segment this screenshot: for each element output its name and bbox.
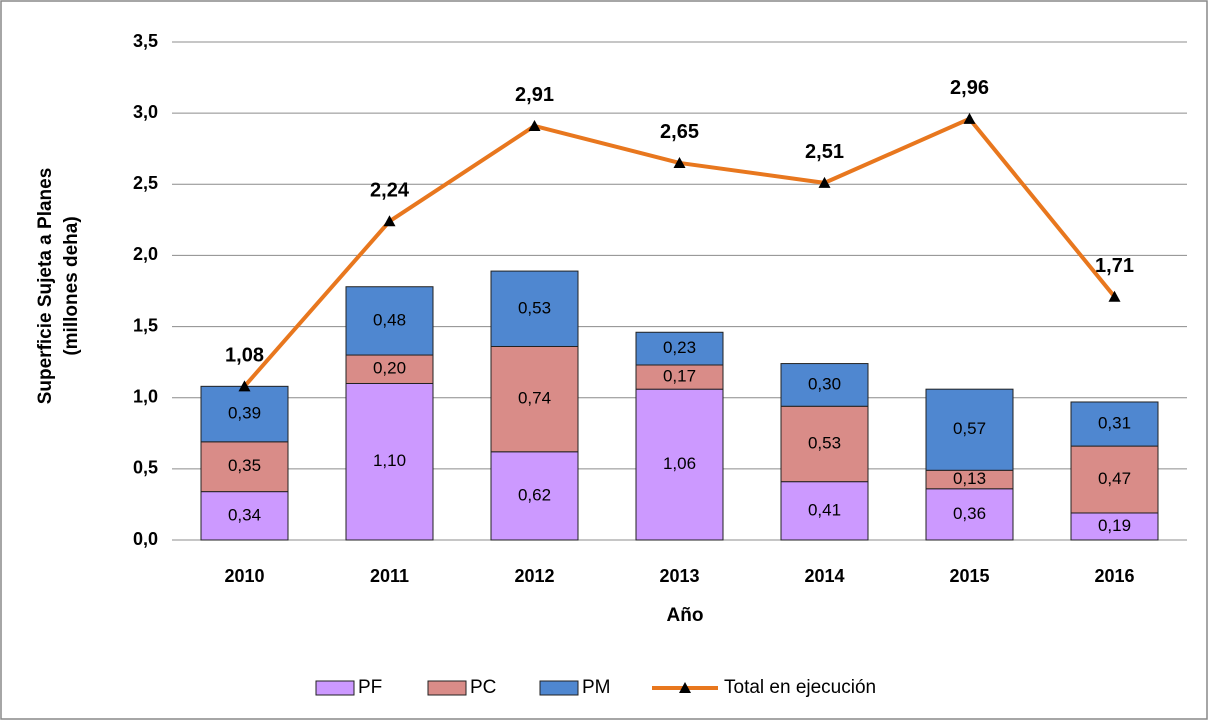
- data-label: 0,57: [953, 419, 986, 438]
- data-label: 0,19: [1098, 516, 1131, 535]
- data-label: 0,74: [518, 389, 551, 408]
- data-label: 0,34: [228, 505, 261, 524]
- bar-segment: [635, 364, 724, 390]
- data-label: 0,41: [808, 500, 841, 519]
- legend-swatch: [539, 680, 579, 696]
- line-marker: [673, 156, 686, 168]
- x-tick-label: 2014: [804, 566, 844, 586]
- total-label: 1,08: [225, 345, 264, 367]
- bar-segment: [635, 388, 724, 541]
- total-label: 2,51: [805, 141, 844, 163]
- x-tick-label: 2016: [1094, 566, 1134, 586]
- x-tick-label: 2010: [224, 566, 264, 586]
- data-label: 0,53: [518, 298, 551, 317]
- data-label: 0,17: [663, 367, 696, 386]
- data-label: 0,53: [808, 433, 841, 452]
- x-tick-label: 2012: [514, 566, 554, 586]
- data-label: 0,35: [228, 456, 261, 475]
- bar-segment: [1070, 512, 1159, 541]
- total-label: 2,91: [515, 84, 554, 106]
- bar-segment: [200, 441, 289, 493]
- bar-segment: [490, 345, 579, 453]
- y-tick-label: 0,0: [133, 529, 158, 549]
- y-tick-label: 1,0: [133, 386, 158, 406]
- bar-segment: [780, 481, 869, 541]
- total-label: 2,24: [370, 180, 410, 202]
- data-label: 0,39: [228, 404, 261, 423]
- bar-segment: [780, 363, 869, 407]
- data-label: 0,20: [373, 359, 406, 378]
- bar-segment: [1070, 401, 1159, 447]
- y-tick-label: 2,5: [133, 173, 158, 193]
- line-marker: [818, 176, 831, 188]
- data-label: 0,31: [1098, 414, 1131, 433]
- data-label: 0,30: [808, 374, 841, 393]
- legend-marker: [679, 682, 691, 693]
- legend-swatch: [315, 680, 355, 696]
- y-axis-title: Superficie Sujeta a Planes: [35, 168, 56, 405]
- legend-label: PF: [358, 677, 382, 698]
- bar-segment: [925, 388, 1014, 471]
- data-label: 0,62: [518, 485, 551, 504]
- data-label: 0,48: [373, 310, 406, 329]
- data-label: 1,06: [663, 454, 696, 473]
- y-tick-label: 2,0: [133, 244, 158, 264]
- data-label: 0,23: [663, 338, 696, 357]
- total-label: 2,96: [950, 77, 989, 99]
- bar-segment: [200, 491, 289, 541]
- line-marker: [1108, 290, 1121, 302]
- total-label: 2,65: [660, 121, 699, 143]
- total-label: 1,71: [1095, 255, 1134, 277]
- bar-segment: [635, 331, 724, 366]
- y-tick-label: 0,5: [133, 458, 158, 478]
- line-marker: [238, 380, 251, 392]
- data-label: 1,10: [373, 451, 406, 470]
- bar-segment: [345, 354, 434, 384]
- y-tick-label: 1,5: [133, 315, 158, 335]
- bar-segment: [1070, 445, 1159, 514]
- x-tick-label: 2015: [949, 566, 989, 586]
- y-tick-label: 3,5: [133, 31, 158, 51]
- x-tick-label: 2011: [370, 566, 409, 586]
- line-marker: [528, 119, 541, 131]
- line-marker: [963, 112, 976, 124]
- data-label: 0,36: [953, 504, 986, 523]
- x-tick-label: 2013: [659, 566, 699, 586]
- x-axis-title: Año: [667, 605, 704, 626]
- data-label: 0,13: [953, 469, 986, 488]
- y-axis-title: (millones deha): [61, 216, 82, 355]
- bar-segment: [200, 385, 289, 443]
- y-tick-label: 3,0: [133, 102, 158, 122]
- legend-swatch: [427, 680, 467, 696]
- legend-label: PM: [582, 677, 611, 698]
- bar-segment: [490, 270, 579, 347]
- legend-label: Total en ejecución: [724, 677, 876, 698]
- line-marker: [383, 215, 396, 227]
- data-label: 0,47: [1098, 469, 1131, 488]
- bar-segment: [345, 382, 434, 541]
- bar-segment: [345, 286, 434, 356]
- legend-label: PC: [470, 677, 496, 698]
